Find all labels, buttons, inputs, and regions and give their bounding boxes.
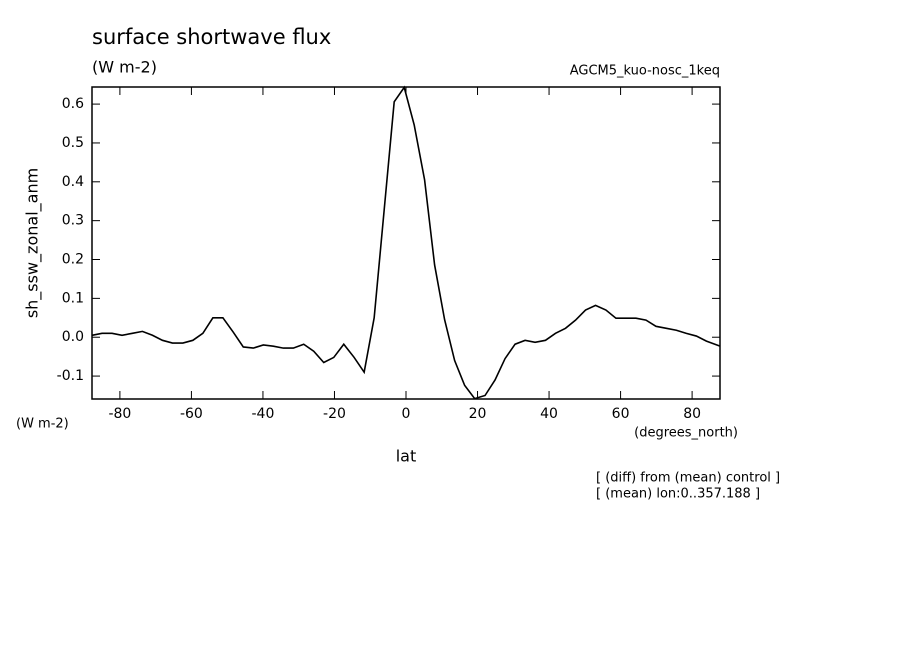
y-tick-label: 0.1 xyxy=(62,290,84,306)
x-tick-label: 40 xyxy=(540,406,558,422)
x-tick-label: -20 xyxy=(323,406,346,422)
note: [ (diff) from (mean) control ] xyxy=(596,471,780,486)
y-axis-label: sh_ssw_zonal_anm xyxy=(23,168,43,318)
x-tick-label: -80 xyxy=(108,406,131,422)
x-axis-label: lat xyxy=(396,447,417,466)
y-tick-label: 0.4 xyxy=(62,174,84,190)
x-axis-units: (degrees_north) xyxy=(634,426,738,441)
x-tick-label: -60 xyxy=(180,406,203,422)
y-tick-label: 0.6 xyxy=(62,96,84,112)
y-tick-label: -0.1 xyxy=(57,368,84,384)
y-tick-label: 0.5 xyxy=(62,135,84,151)
y-axis-units: (W m-2) xyxy=(16,417,69,432)
x-tick-label: -40 xyxy=(252,406,275,422)
chart-subtitle: (W m-2) xyxy=(92,58,157,77)
x-tick-label: 0 xyxy=(402,406,411,422)
y-tick-label: 0.2 xyxy=(62,252,84,268)
y-tick-label: 0.0 xyxy=(62,329,84,345)
chart-title: surface shortwave flux xyxy=(92,25,331,49)
plot-frame xyxy=(91,86,721,400)
y-tick-label: 0.3 xyxy=(62,213,84,229)
x-tick-label: 60 xyxy=(612,406,630,422)
x-tick-label: 80 xyxy=(683,406,701,422)
data-line xyxy=(91,85,721,400)
experiment-label: AGCM5_kuo-nosc_1keq xyxy=(570,64,720,79)
note: [ (mean) lon:0..357.188 ] xyxy=(596,487,760,502)
x-tick-label: 20 xyxy=(469,406,487,422)
